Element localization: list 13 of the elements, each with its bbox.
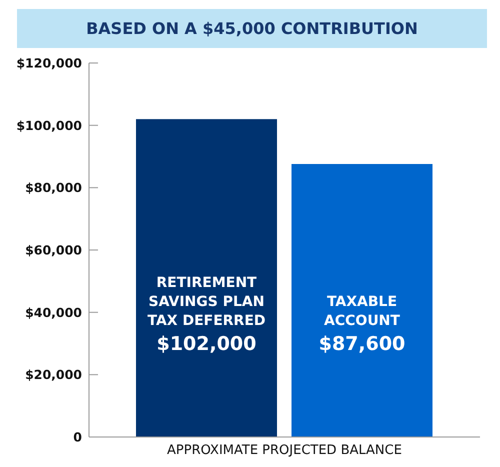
y-tick-label: $20,000 [25,367,82,382]
data-label: $87,600 [318,333,406,355]
x-tick-label: RETIREMENT SAVINGS PLAN TAX DEFERRED [147,275,266,329]
x-tick-label: TAXABLE ACCOUNT [324,294,400,329]
data-label: $102,000 [156,333,256,355]
y-tick-label: $60,000 [25,242,82,258]
chart-title: BASED ON A $45,000 CONTRIBUTION [17,9,487,48]
y-tick-label: 0 [73,430,82,444]
x-axis-title: APPROXIMATE PROJECTED BALANCE [166,443,403,459]
y-tick-label: $40,000 [25,304,82,320]
y-tick-label: $100,000 [16,118,82,133]
y-tick-label: $80,000 [25,180,82,196]
y-tick-label: $120,000 [16,56,82,70]
